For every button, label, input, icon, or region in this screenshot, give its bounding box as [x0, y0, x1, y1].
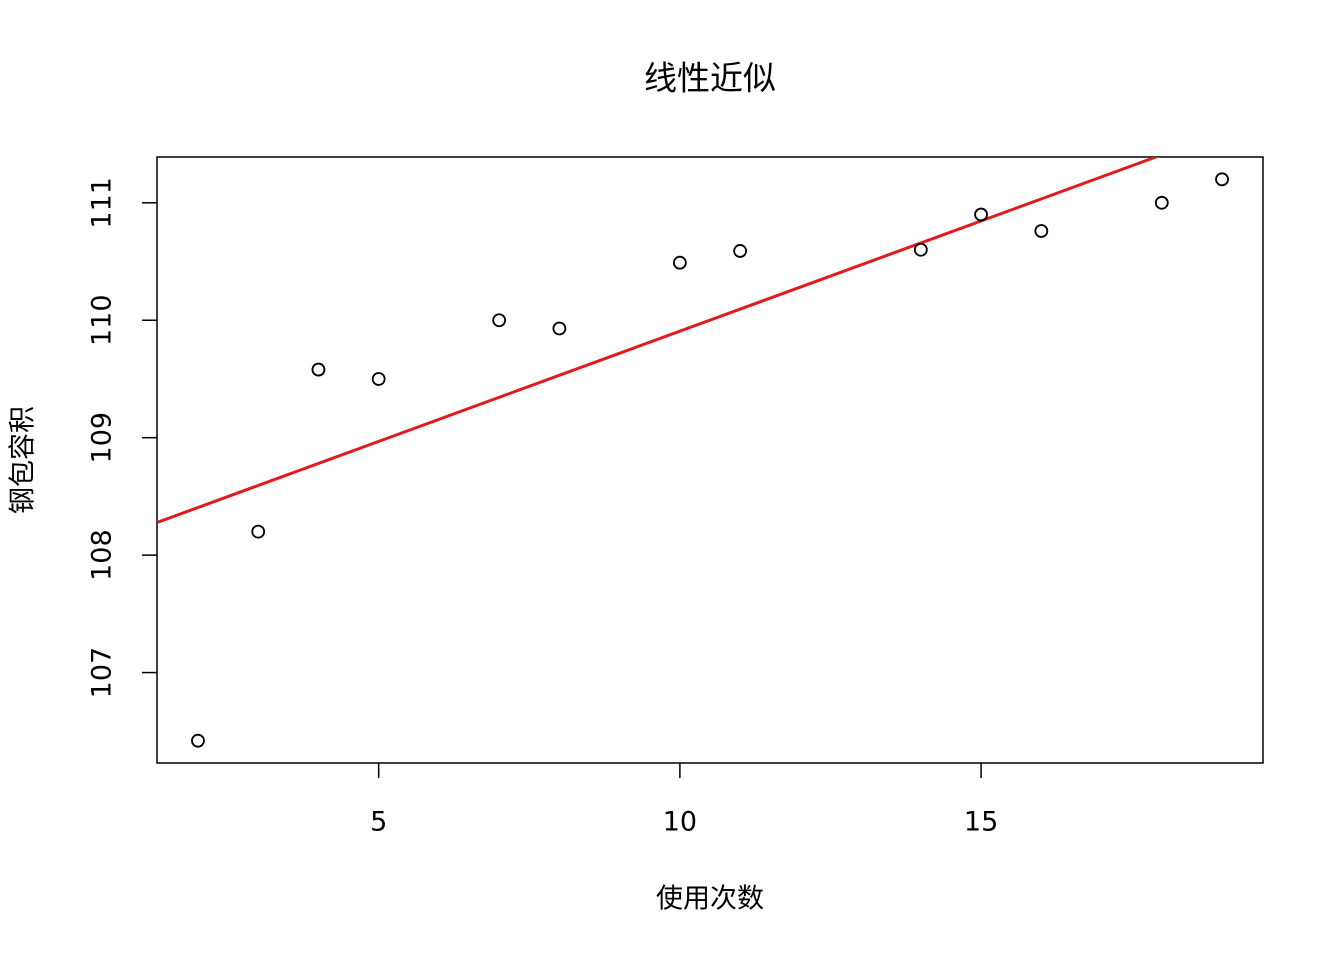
y-tick-label: 109	[87, 412, 118, 464]
fit-line	[157, 157, 1161, 524]
point	[191, 733, 205, 748]
y-tick-label: 111	[87, 177, 118, 229]
point	[1034, 224, 1049, 238]
x-tick-label: 15	[964, 807, 998, 838]
point	[311, 362, 326, 377]
x-tick-label: 10	[663, 807, 697, 838]
x-axis-label: 使用次数	[656, 884, 764, 915]
point	[974, 207, 988, 222]
point	[913, 242, 928, 257]
y-tick-label: 107	[87, 647, 118, 699]
point	[733, 244, 748, 258]
y-tick-label: 110	[87, 294, 118, 346]
point	[251, 524, 266, 539]
point	[1154, 195, 1169, 210]
point	[552, 321, 567, 336]
point	[1215, 172, 1229, 187]
y-axis-label: 钢包容积	[8, 406, 39, 514]
plot-frame	[156, 156, 1264, 764]
point	[492, 313, 507, 328]
chart-title: 线性近似	[644, 59, 776, 98]
y-tick-label: 108	[87, 529, 118, 581]
point	[371, 372, 386, 386]
x-tick-label: 5	[370, 807, 387, 838]
point	[672, 255, 687, 270]
